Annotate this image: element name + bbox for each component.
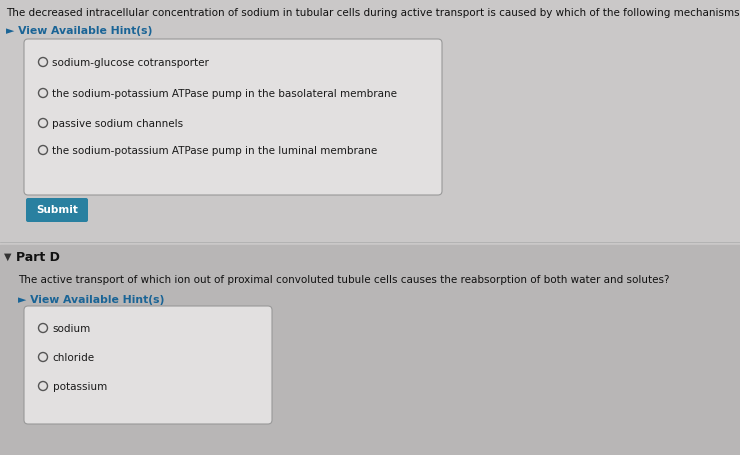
Text: potassium: potassium [53, 382, 107, 392]
Text: ► View Available Hint(s): ► View Available Hint(s) [18, 295, 164, 305]
Text: Part D: Part D [16, 251, 60, 264]
Bar [0, 245, 740, 455]
Text: The decreased intracellular concentration of sodium in tubular cells during acti: The decreased intracellular concentratio… [6, 8, 740, 18]
Bar [0, 0, 740, 245]
Text: the sodium-potassium ATPase pump in the luminal membrane: the sodium-potassium ATPase pump in the … [53, 146, 377, 156]
Text: The active transport of which ion out of proximal convoluted tubule cells causes: The active transport of which ion out of… [18, 275, 670, 285]
Text: ► View Available Hint(s): ► View Available Hint(s) [6, 26, 152, 36]
Text: chloride: chloride [53, 353, 95, 363]
Text: Submit: Submit [36, 205, 78, 215]
Text: sodium: sodium [53, 324, 91, 334]
FancyBboxPatch shape [24, 306, 272, 424]
FancyBboxPatch shape [24, 39, 442, 195]
Text: passive sodium channels: passive sodium channels [53, 119, 184, 129]
Text: sodium-glucose cotransporter: sodium-glucose cotransporter [53, 58, 209, 68]
FancyBboxPatch shape [26, 198, 88, 222]
Text: ▼: ▼ [4, 252, 12, 262]
Text: the sodium-potassium ATPase pump in the basolateral membrane: the sodium-potassium ATPase pump in the … [53, 89, 397, 99]
